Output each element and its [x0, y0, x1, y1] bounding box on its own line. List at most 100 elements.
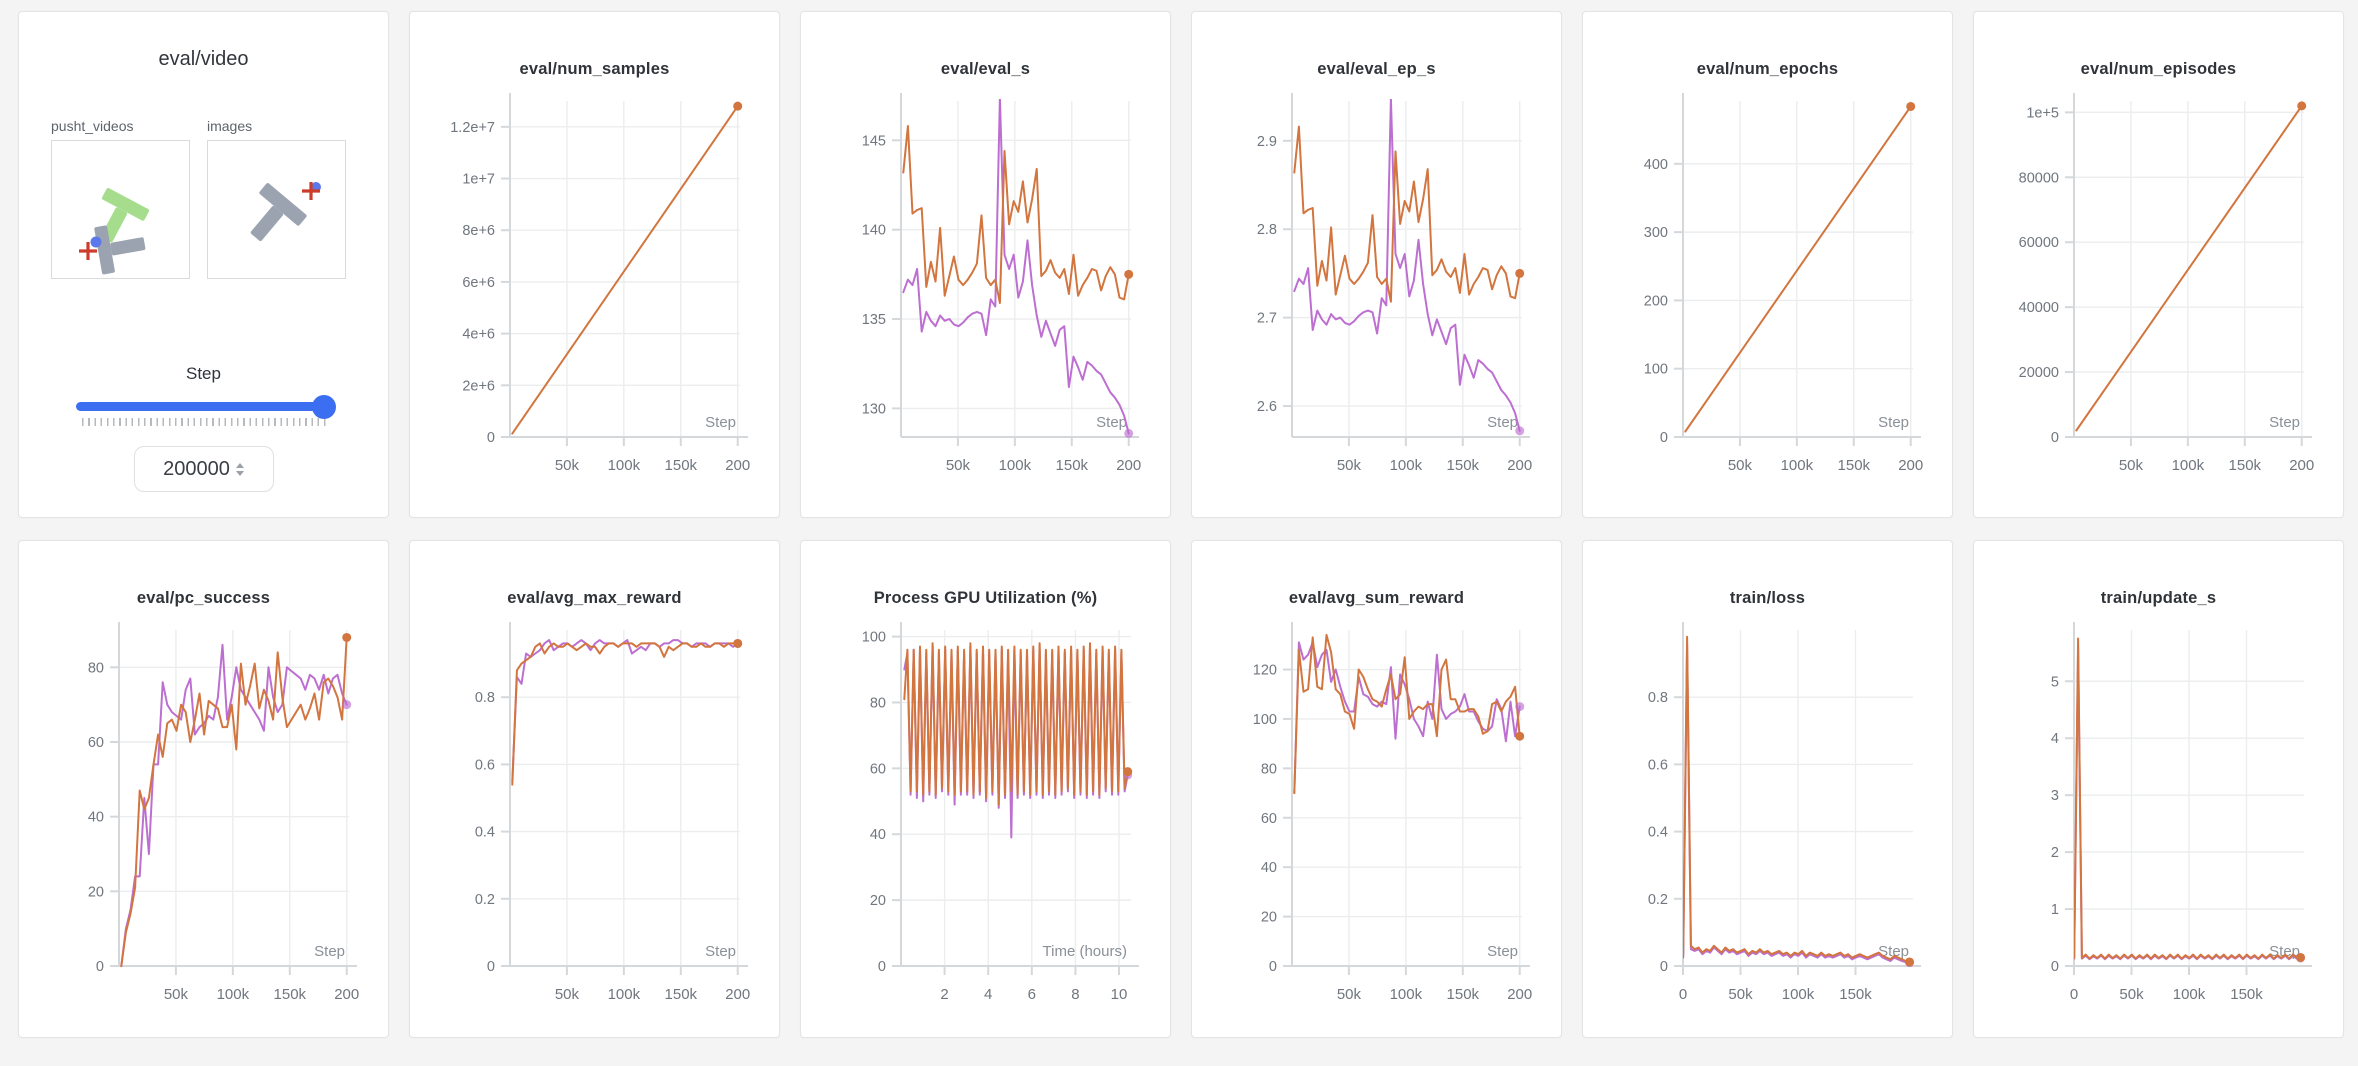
svg-text:60: 60: [88, 735, 104, 751]
svg-text:Time (hours): Time (hours): [1043, 943, 1127, 960]
svg-text:0.4: 0.4: [1648, 825, 1668, 841]
svg-text:50k: 50k: [555, 457, 580, 474]
svg-text:60000: 60000: [2019, 235, 2059, 251]
svg-text:0.2: 0.2: [475, 892, 495, 908]
line-chart-num-episodes[interactable]: 0 20000 40000 60000 80000 1e+5 50k 100k 150k 200 S…: [1974, 85, 2343, 505]
svg-text:0: 0: [878, 959, 886, 975]
svg-text:0.8: 0.8: [1648, 690, 1668, 706]
line-chart-avg-max-reward[interactable]: 0 0.2 0.4 0.6 0.8 50k 100k 150k 200 Step: [410, 614, 779, 1034]
line-chart-eval-s[interactable]: 130 135 140 145 50k 100k 150k 200 Step: [801, 85, 1170, 505]
line-chart-avg-sum-reward[interactable]: 0 20 40 60 80 100 120 50k 100k 150k 200 Step: [1192, 614, 1561, 1034]
svg-text:100k: 100k: [1390, 457, 1423, 474]
panel-eval-eval-s[interactable]: eval/eval_s 130 135 140 145 50k 100k 150k 200 St…: [800, 11, 1171, 518]
svg-text:100k: 100k: [217, 986, 250, 1003]
step-decrement-icon[interactable]: [235, 470, 244, 476]
svg-text:10: 10: [1111, 986, 1128, 1003]
svg-text:2: 2: [2051, 845, 2059, 861]
svg-text:150k: 150k: [2230, 986, 2263, 1003]
svg-text:Step: Step: [1487, 943, 1518, 960]
panel-title: eval/num_episodes: [2080, 60, 2237, 78]
panel-eval-num-samples[interactable]: eval/num_samples 0 2e+6 4e+6 6e+6 8e+6 1e+7 1.…: [409, 11, 780, 518]
panel-eval-video[interactable]: eval/video pusht_videos: [18, 11, 389, 518]
stepper-buttons[interactable]: [235, 462, 244, 476]
step-value-input[interactable]: 200000: [133, 446, 274, 492]
svg-text:100: 100: [1644, 362, 1668, 378]
svg-text:100k: 100k: [2173, 986, 2206, 1003]
svg-text:0: 0: [2051, 959, 2059, 975]
panel-title: eval/eval_ep_s: [1317, 60, 1436, 78]
svg-text:5: 5: [2051, 674, 2059, 690]
panel-train-loss[interactable]: train/loss 0 0.2 0.4 0.6 0.8 0 50k 100k 150k Step: [1582, 540, 1953, 1038]
panel-eval-num-epochs[interactable]: eval/num_epochs 0 100 200 300 400 50k 100k 150k…: [1582, 11, 1953, 518]
svg-text:200: 200: [1116, 457, 1141, 474]
svg-text:100k: 100k: [999, 457, 1032, 474]
svg-text:4: 4: [2051, 731, 2059, 747]
svg-text:20000: 20000: [2019, 365, 2059, 381]
svg-text:1e+5: 1e+5: [2026, 105, 2059, 121]
svg-text:Step: Step: [1878, 414, 1909, 431]
svg-text:40: 40: [88, 810, 104, 826]
media-thumbnail-images[interactable]: [207, 140, 346, 279]
svg-text:20: 20: [870, 893, 886, 909]
panel-gpu-utilization[interactable]: Process GPU Utilization (%) 0 20 40 60 80 100…: [800, 540, 1171, 1038]
panel-eval-num-episodes[interactable]: eval/num_episodes 0 20000 40000 60000 80000 1…: [1973, 11, 2344, 518]
svg-text:Step: Step: [2269, 414, 2300, 431]
line-chart-eval-ep-s[interactable]: 2.6 2.7 2.8 2.9 50k 100k 150k 200 Step: [1192, 85, 1561, 505]
panel-title: eval/eval_s: [940, 60, 1031, 78]
svg-text:200: 200: [725, 986, 750, 1003]
panel-eval-eval-ep-s[interactable]: eval/eval_ep_s 2.6 2.7 2.8 2.9 50k 100k 150k 20…: [1191, 11, 1562, 518]
svg-text:20: 20: [1261, 910, 1277, 926]
panel-title: eval/pc_success: [136, 589, 271, 607]
svg-text:50k: 50k: [2119, 457, 2144, 474]
svg-text:200: 200: [1507, 986, 1532, 1003]
media-row: pusht_videos: [51, 118, 363, 279]
svg-text:50k: 50k: [946, 457, 971, 474]
svg-text:0.4: 0.4: [475, 825, 495, 841]
panel-eval-avg-max-reward[interactable]: eval/avg_max_reward 0 0.2 0.4 0.6 0.8 50k 100k…: [409, 540, 780, 1038]
svg-text:0: 0: [2051, 430, 2059, 446]
panel-train-update-s[interactable]: train/update_s 0 1 2 3 4 5 0 50k 100k 150k Step: [1973, 540, 2344, 1038]
step-slider[interactable]: [75, 394, 336, 426]
svg-text:6: 6: [1028, 986, 1036, 1003]
svg-text:8: 8: [1071, 986, 1079, 1003]
svg-text:1.2e+7: 1.2e+7: [450, 120, 495, 136]
pusht-video-frame: [79, 188, 150, 275]
svg-text:150k: 150k: [665, 457, 698, 474]
svg-text:3: 3: [2051, 788, 2059, 804]
svg-text:0.6: 0.6: [1648, 757, 1668, 773]
line-chart-num-samples[interactable]: 0 2e+6 4e+6 6e+6 8e+6 1e+7 1.2e+7 50k 100k 150k 20…: [410, 85, 779, 505]
svg-text:100k: 100k: [2172, 457, 2205, 474]
panel-title: eval/num_samples: [519, 60, 670, 78]
line-chart-gpu-utilization[interactable]: 0 20 40 60 80 100 2 4 6 8 10 Time (hours): [801, 614, 1170, 1034]
svg-text:0: 0: [1660, 430, 1668, 446]
svg-text:6e+6: 6e+6: [462, 275, 495, 291]
svg-text:100k: 100k: [1390, 986, 1423, 1003]
step-slider-handle[interactable]: [311, 394, 336, 419]
step-slider-label: Step: [186, 364, 221, 383]
line-chart-train-loss[interactable]: 0 0.2 0.4 0.6 0.8 0 50k 100k 150k Step: [1583, 614, 1952, 1034]
svg-text:Step: Step: [705, 943, 736, 960]
svg-text:0: 0: [1660, 959, 1668, 975]
panel-eval-avg-sum-reward[interactable]: eval/avg_sum_reward 0 20 40 60 80 100 120 50k 10…: [1191, 540, 1562, 1038]
svg-text:135: 135: [862, 312, 886, 328]
line-chart-pc-success[interactable]: 0 20 40 60 80 50k 100k 150k 200 Step: [19, 614, 388, 1034]
line-chart-num-epochs[interactable]: 0 100 200 300 400 50k 100k 150k 200 Step: [1583, 85, 1952, 505]
svg-text:Step: Step: [314, 943, 345, 960]
svg-text:100k: 100k: [1781, 457, 1814, 474]
step-increment-icon[interactable]: [235, 462, 244, 468]
media-thumbnail-pusht-videos[interactable]: [51, 140, 190, 279]
panel-eval-pc-success[interactable]: eval/pc_success 0 20 40 60 80 50k 100k 150k 200 S…: [18, 540, 389, 1038]
svg-text:Step: Step: [1878, 943, 1909, 960]
dashboard-grid: eval/video pusht_videos: [18, 11, 2344, 1038]
svg-text:0: 0: [2070, 986, 2078, 1003]
svg-text:150k: 150k: [1447, 986, 1480, 1003]
svg-text:Step: Step: [705, 414, 736, 431]
svg-text:0: 0: [487, 430, 495, 446]
svg-text:140: 140: [862, 223, 886, 239]
svg-text:150k: 150k: [1056, 457, 1089, 474]
step-slider-track[interactable]: [75, 394, 336, 419]
svg-text:200: 200: [2289, 457, 2314, 474]
svg-text:50k: 50k: [1728, 986, 1753, 1003]
svg-text:2.9: 2.9: [1257, 134, 1277, 150]
